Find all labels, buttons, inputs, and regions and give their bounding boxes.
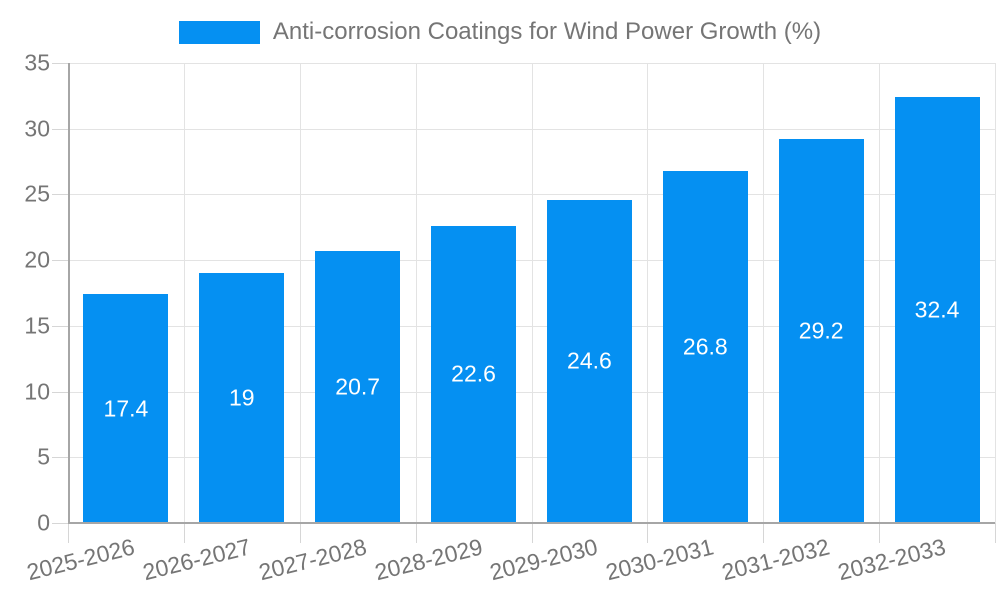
legend: Anti-corrosion Coatings for Wind Power G… bbox=[0, 17, 1000, 47]
y-axis-tick bbox=[52, 523, 68, 524]
x-axis-tick bbox=[68, 523, 69, 543]
x-axis-tick bbox=[415, 523, 417, 543]
x-axis-tick bbox=[763, 523, 765, 543]
bar-value-label: 29.2 bbox=[798, 317, 844, 344]
x-gridline bbox=[647, 63, 649, 523]
bar bbox=[83, 294, 169, 523]
x-axis-tick bbox=[647, 523, 649, 543]
x-axis-tick bbox=[531, 523, 533, 543]
x-axis-tick bbox=[879, 523, 881, 543]
x-gridline bbox=[183, 63, 185, 523]
y-axis-tick-label: 10 bbox=[24, 378, 50, 405]
bar bbox=[894, 97, 980, 523]
y-axis-tick-label: 25 bbox=[24, 180, 50, 207]
y-axis-tick-label: 15 bbox=[24, 312, 50, 339]
bar-value-label: 26.8 bbox=[682, 333, 728, 360]
x-axis-tick bbox=[995, 523, 996, 543]
bar-value-label: 17.4 bbox=[103, 395, 149, 422]
legend-swatch[interactable] bbox=[178, 20, 260, 44]
x-axis-tick bbox=[183, 523, 185, 543]
legend-label[interactable]: Anti-corrosion Coatings for Wind Power G… bbox=[272, 18, 822, 45]
y-axis-tick bbox=[52, 128, 68, 130]
y-axis-tick bbox=[52, 391, 68, 393]
y-axis-tick bbox=[52, 63, 68, 64]
bar-value-label: 19 bbox=[229, 384, 255, 411]
y-axis-tick-label: 30 bbox=[24, 115, 50, 142]
x-axis-line bbox=[68, 522, 995, 524]
bar-value-label: 32.4 bbox=[914, 296, 960, 323]
x-gridline bbox=[531, 63, 533, 523]
x-gridline bbox=[995, 63, 996, 523]
y-axis-tick-label: 5 bbox=[37, 443, 50, 470]
y-axis-tick bbox=[52, 194, 68, 196]
y-axis-tick-label: 20 bbox=[24, 246, 50, 273]
bar bbox=[315, 250, 401, 523]
bar bbox=[778, 139, 864, 523]
x-gridline bbox=[415, 63, 417, 523]
bar bbox=[431, 225, 517, 523]
y-axis-line bbox=[68, 63, 70, 523]
y-axis-tick bbox=[52, 457, 68, 459]
y-axis-tick bbox=[52, 325, 68, 327]
bar bbox=[199, 273, 285, 523]
bar-value-label: 22.6 bbox=[451, 360, 496, 387]
x-gridline bbox=[299, 63, 301, 523]
x-gridline bbox=[763, 63, 765, 523]
x-gridline bbox=[879, 63, 881, 523]
x-axis-tick bbox=[299, 523, 301, 543]
y-axis-tick-label: 0 bbox=[37, 509, 50, 536]
bar bbox=[546, 199, 632, 523]
y-axis-tick-label: 35 bbox=[24, 49, 50, 76]
bar-value-label: 20.7 bbox=[335, 373, 381, 400]
bar-value-label: 24.6 bbox=[567, 347, 612, 374]
bar bbox=[662, 170, 748, 523]
y-axis-tick bbox=[52, 260, 68, 262]
